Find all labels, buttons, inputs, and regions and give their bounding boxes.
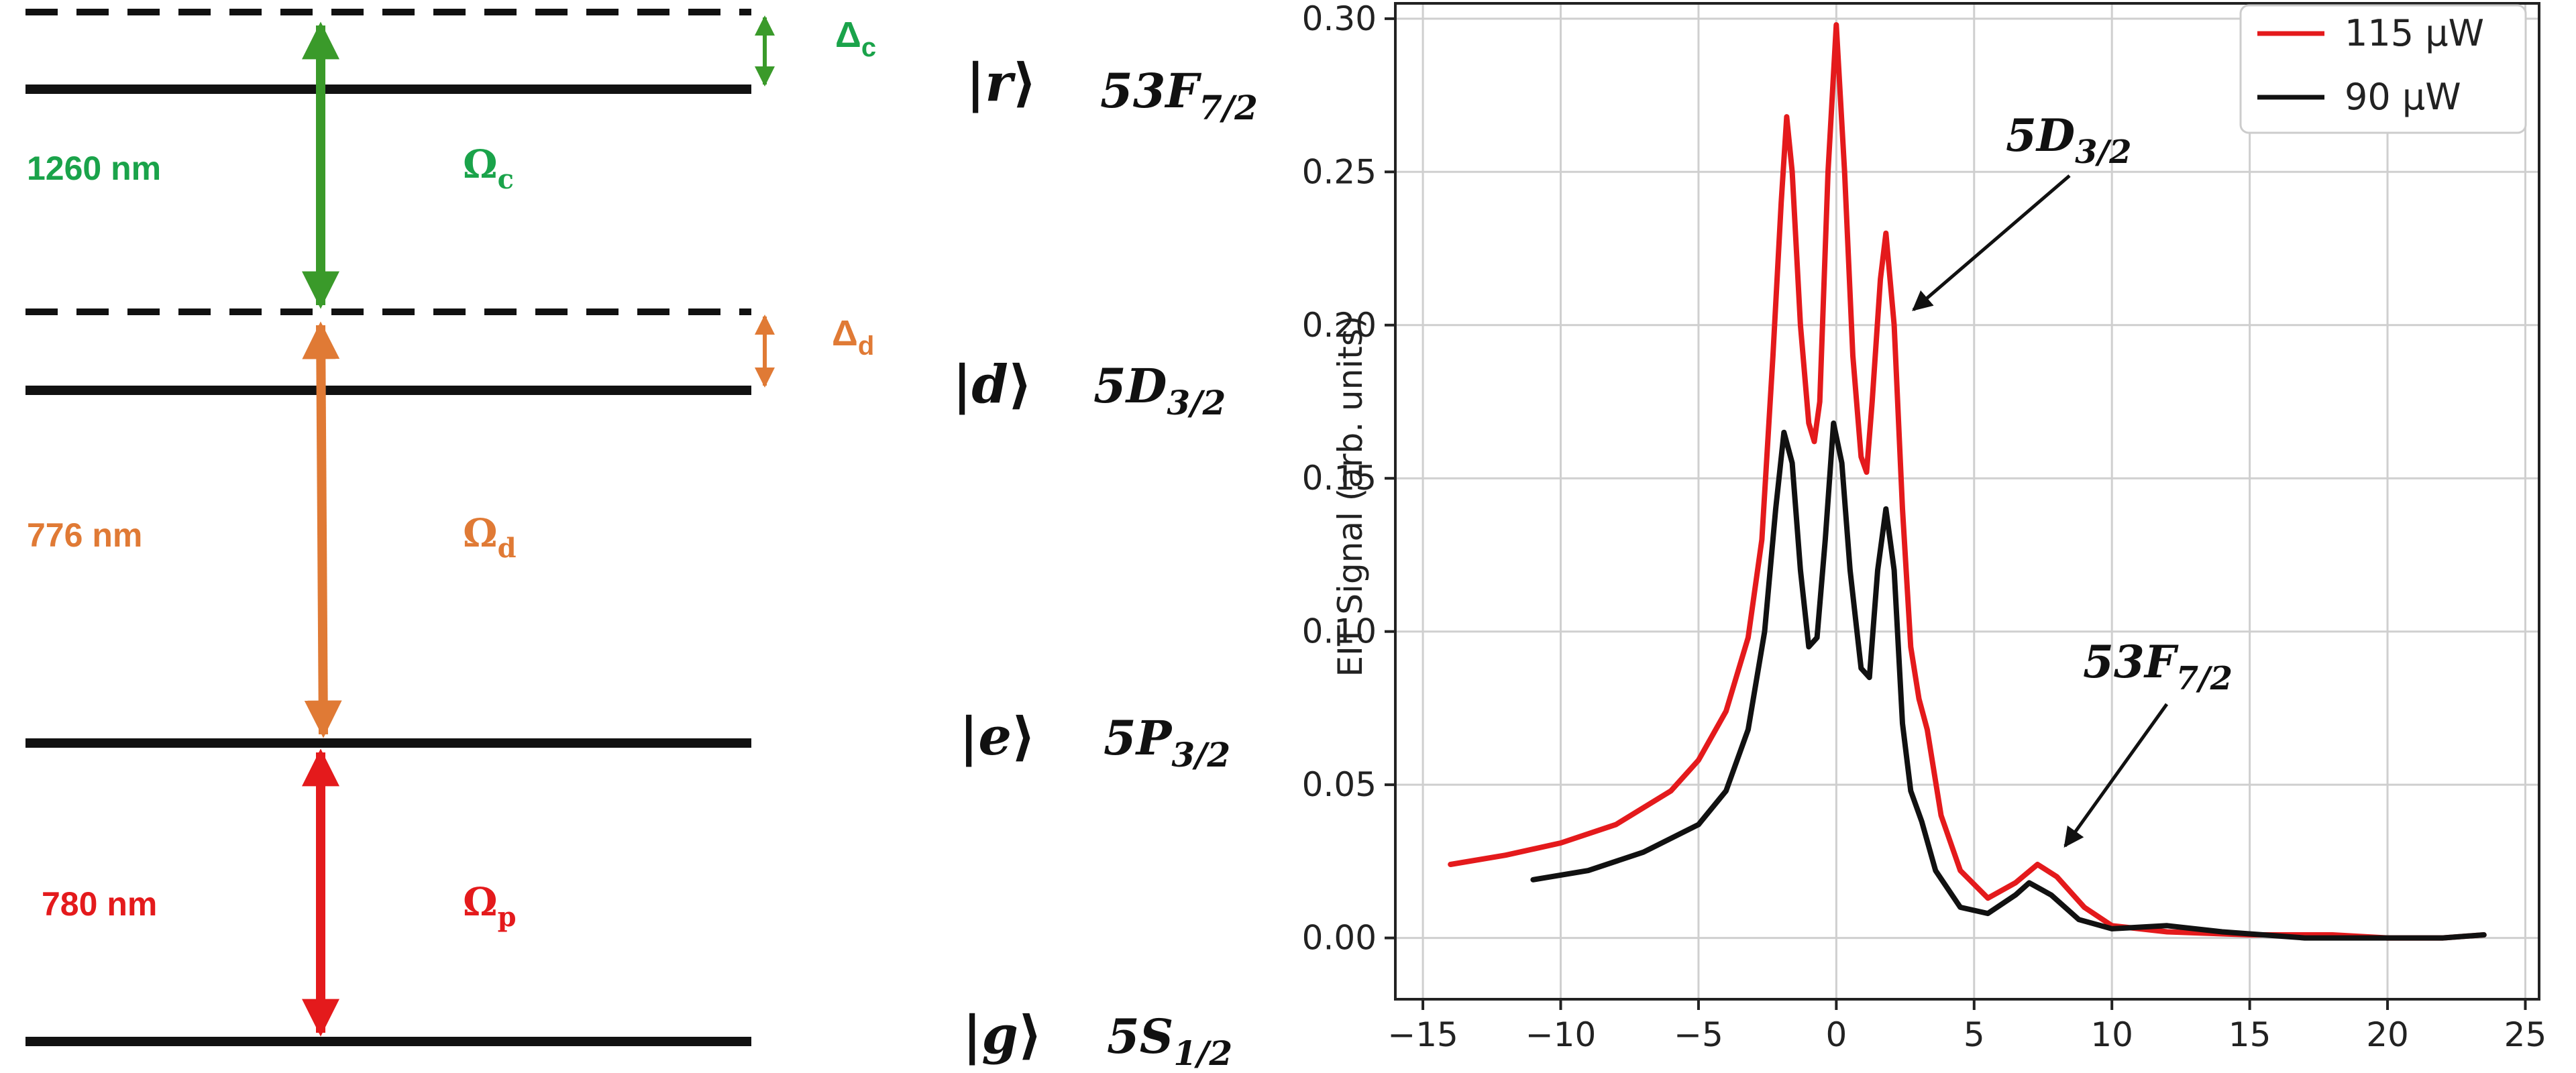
coupling-wavelength: 1260 nm xyxy=(27,150,161,187)
chart-series xyxy=(1448,22,2487,941)
x-tick-label: −5 xyxy=(1674,1015,1723,1054)
legend: 115 μW 90 μW xyxy=(2239,4,2527,134)
annotation-arrow xyxy=(2063,703,2169,848)
x-tick-label: 15 xyxy=(2229,1015,2271,1054)
x-tick-label: 0 xyxy=(1825,1015,1847,1054)
probe-wavelength: 780 nm xyxy=(42,885,157,923)
y-axis-ticks: 0.00 0.05 0.10 0.15 0.20 0.25 0.30 xyxy=(1302,0,1395,958)
x-tick-label: 25 xyxy=(2504,1015,2547,1054)
legend-label-115uw: 115 μW xyxy=(2345,12,2484,54)
y-axis-label: EIT Signal (arb. units) xyxy=(1331,316,1370,677)
y-tick-label: 0.15 xyxy=(1302,459,1377,498)
legend-label-90uw: 90 μW xyxy=(2345,76,2461,118)
x-tick-label: −15 xyxy=(1387,1015,1458,1054)
plot-frame xyxy=(1394,2,2540,1001)
detuning-c-label: Δc xyxy=(835,15,876,62)
x-tick-label: −10 xyxy=(1525,1015,1597,1054)
term-e: 5P3/2 xyxy=(1104,710,1230,775)
y-tick-label: 0.30 xyxy=(1302,0,1377,38)
y-tick-label: 0.20 xyxy=(1302,306,1377,345)
term-d: 5D3/2 xyxy=(1093,358,1226,422)
annotation-label: 53F7/2 xyxy=(2083,636,2233,697)
eit-chart: −15 −10 −5 0 5 10 15 20 25 0.000.050.100.150.200… xyxy=(1302,0,2547,1054)
ket-g: |g⟩ xyxy=(963,1005,1042,1066)
chart-annotations: 5D3/2 53F7/2 xyxy=(1912,109,2233,848)
series-line-115uw xyxy=(1448,22,2487,941)
rabi-coupling-label: Ωc xyxy=(463,142,514,195)
rabi-dressing-label: Ωd xyxy=(463,510,517,564)
energy-level-diagram: 1260 nm 776 nm 780 nm Ωc Ωd Ωp Δc Δd |r⟩… xyxy=(25,9,1258,1073)
term-r: 53F7/2 xyxy=(1100,63,1258,127)
dressing-wavelength: 776 nm xyxy=(27,516,142,554)
y-tick-label: 0.10 xyxy=(1302,612,1377,651)
y-tick-label: 0.25 xyxy=(1302,152,1377,191)
legend-box xyxy=(2239,4,2527,134)
dressing-arrow xyxy=(302,321,342,738)
ket-e: |e⟩ xyxy=(959,706,1036,767)
detuning-d-label: Δd xyxy=(832,313,874,361)
y-tick-label: 0.00 xyxy=(1302,919,1377,958)
ket-r: |r⟩ xyxy=(966,52,1036,113)
y-tick-label: 0.05 xyxy=(1302,765,1377,804)
term-g: 5S1/2 xyxy=(1107,1009,1232,1073)
x-axis-ticks: −15 −10 −5 0 5 10 15 20 25 xyxy=(1387,999,2546,1054)
series-line-90uw xyxy=(1530,420,2487,941)
annotation-label: 5D3/2 xyxy=(2006,109,2132,171)
ket-d: |d⟩ xyxy=(953,354,1032,415)
annotation-arrow xyxy=(1912,174,2071,311)
x-tick-label: 10 xyxy=(2090,1015,2133,1054)
rabi-probe-label: Ωp xyxy=(463,879,517,933)
x-tick-label: 5 xyxy=(1964,1015,1985,1054)
chart-grid xyxy=(1395,3,2539,999)
x-tick-label: 20 xyxy=(2366,1015,2409,1054)
